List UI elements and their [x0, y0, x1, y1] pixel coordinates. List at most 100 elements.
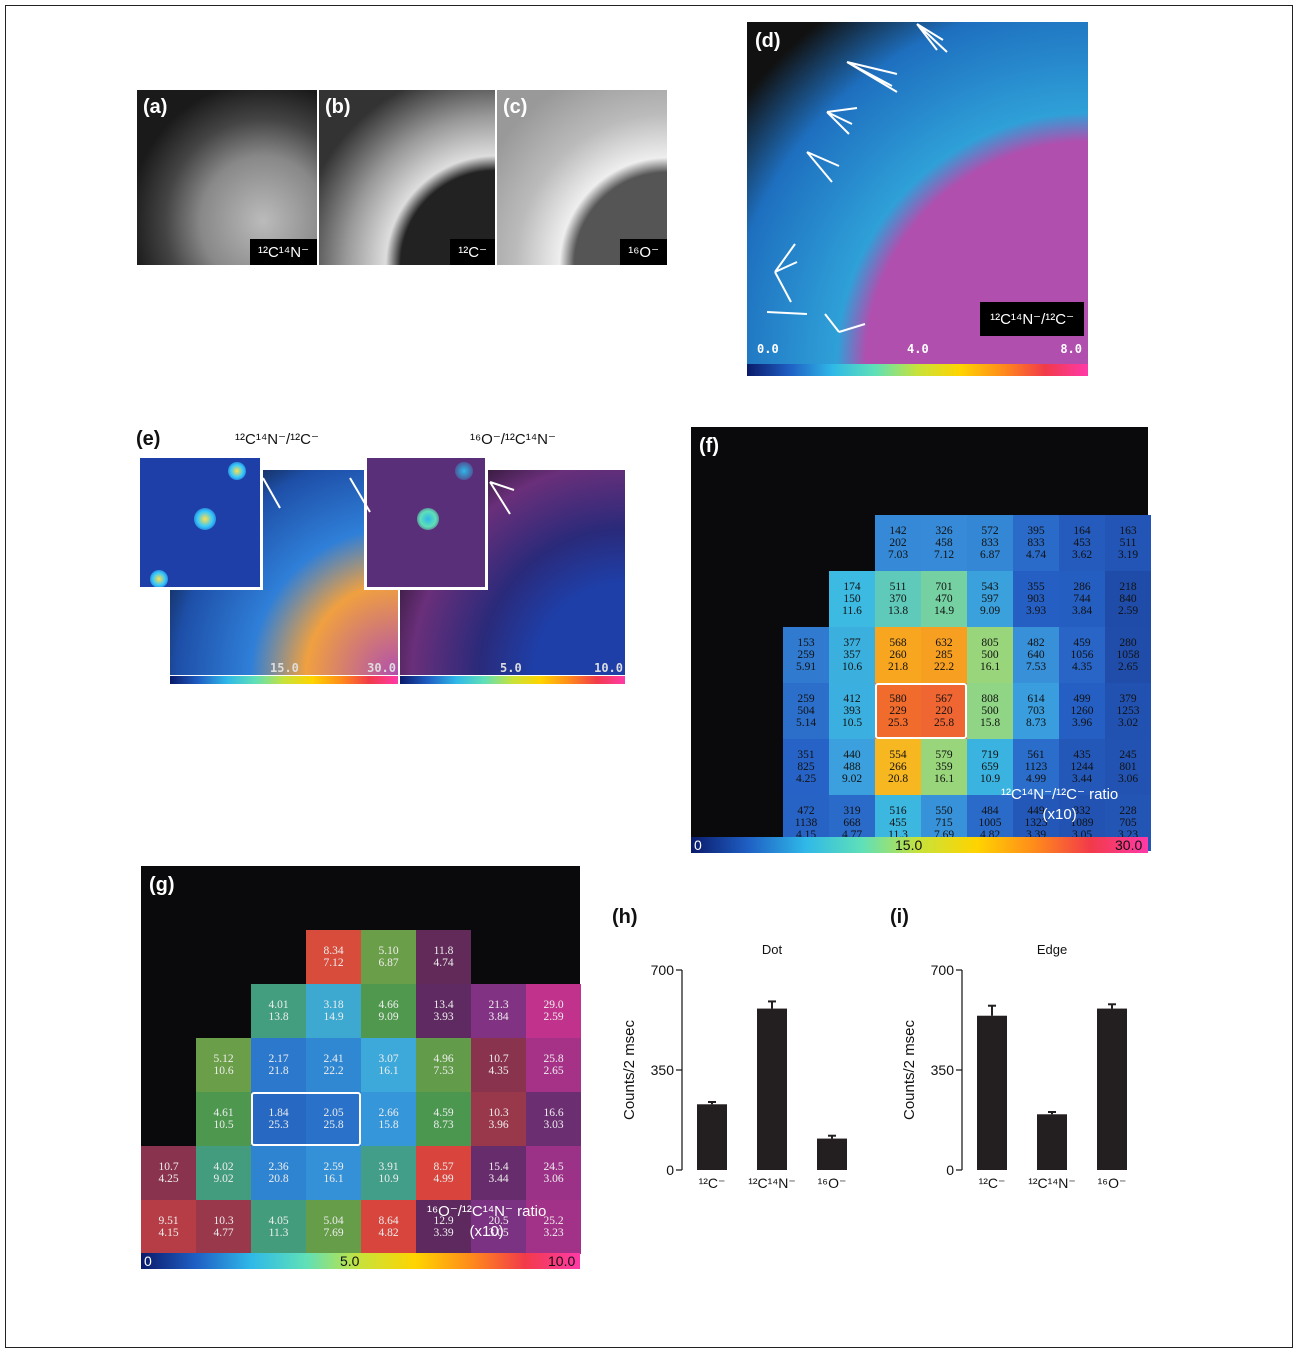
grid-cell-value: 3.02 [1117, 717, 1139, 729]
grid-cell-value: 3.06 [543, 1173, 564, 1185]
grid-cell-value: 379 [1119, 693, 1137, 705]
grid-cell-value: 164 [1073, 525, 1091, 537]
grid-cell: 543 597 9.09 [967, 571, 1013, 627]
grid-cell-value: 561 [1027, 749, 1045, 761]
grid-cell: 174 150 11.6 [829, 571, 875, 627]
grid-cell-value: 4.01 [268, 999, 289, 1011]
grid-cell-value: 7.12 [933, 549, 955, 561]
grid-cell: 351 825 4.25 [783, 739, 829, 795]
grid-cell-value: 9.09 [979, 605, 1001, 617]
grid-cell-value: 3.84 [488, 1011, 509, 1023]
grid-cell-value: 3.93 [1025, 605, 1047, 617]
grid-cell-value: 20.5 [488, 1215, 509, 1227]
panel-f-grid: (f) ¹²C¹⁴N⁻/¹²C⁻ ratio (x10) 142 202 7.03 3… [691, 427, 1151, 851]
grid-cell: 412 393 10.5 [829, 683, 875, 739]
grid-cell-value: 3.03 [543, 1119, 564, 1131]
grid-cell: 614 703 8.73 [1013, 683, 1059, 739]
panel-b-ion-label: ¹²C⁻ [450, 239, 495, 265]
panel-g-ratio-label: ¹⁶O⁻/¹²C¹⁴N⁻ ratio (x10) [427, 1202, 546, 1242]
grid-cell: 163 511 3.19 [1105, 515, 1151, 571]
grid-cell: 554 266 20.8 [875, 739, 921, 795]
grid-cell-value: 15.4 [488, 1161, 509, 1173]
selected-region-box [251, 1092, 361, 1146]
grid-cell: 4.01 13.8 [251, 984, 306, 1038]
grid-cell-value: 3.19 [1117, 549, 1139, 561]
grid-cell-value: 22.2 [323, 1065, 344, 1077]
panel-g-ratio-line1: ¹⁶O⁻/¹²C¹⁴N⁻ ratio [427, 1203, 547, 1220]
y-tick-label: 350 [931, 1062, 955, 1078]
grid-cell: 567 220 25.8 [921, 683, 967, 739]
panel-e-right-scale-mid: 5.0 [500, 661, 522, 675]
grid-cell-value: 9.02 [841, 773, 863, 785]
grid-cell-value: 4.99 [1025, 773, 1047, 785]
grid-cell-value: 744 [1073, 593, 1091, 605]
grid-cell-value: 5.04 [323, 1215, 344, 1227]
grid-cell-value: 701 [935, 581, 953, 593]
grid-cell: 280 1058 2.65 [1105, 627, 1151, 683]
chart-title: Edge [1037, 942, 1067, 957]
grid-cell: 4.05 11.3 [251, 1200, 306, 1254]
grid-cell-value: 3.93 [433, 1011, 454, 1023]
panel-g-scale-mid: 5.0 [340, 1253, 360, 1269]
grid-cell-value: 10.9 [378, 1173, 399, 1185]
grid-cell-value: 351 [797, 749, 815, 761]
grid-cell-value: 3.84 [1071, 605, 1093, 617]
grid-cell-value: 4.35 [488, 1065, 509, 1077]
grid-cell: 20.5 3.05 [471, 1200, 526, 1254]
panel-e-left-title: ¹²C¹⁴N⁻/¹²C⁻ [235, 431, 319, 448]
panel-c-image: (c) ¹⁶O⁻ [497, 90, 667, 265]
grid-cell-value: 572 [981, 525, 999, 537]
grid-cell-value: 11.6 [842, 605, 862, 617]
panel-c-ion-label: ¹⁶O⁻ [620, 239, 667, 265]
panel-h-label: (h) [612, 906, 638, 928]
grid-cell-value: 9.02 [213, 1173, 234, 1185]
grid-cell: 3.07 16.1 [361, 1038, 416, 1092]
grid-cell-value: 10.5 [213, 1119, 234, 1131]
grid-cell-value: 7.69 [323, 1227, 344, 1239]
grid-cell-value: 260 [889, 649, 907, 661]
grid-cell-value: 7.53 [433, 1065, 454, 1077]
grid-cell: 805 500 16.1 [967, 627, 1013, 683]
chart-title: Dot [762, 942, 783, 957]
grid-cell-value: 5.12 [213, 1053, 234, 1065]
grid-cell-value: 3.06 [1117, 773, 1139, 785]
grid-cell: 395 833 4.74 [1013, 515, 1059, 571]
panel-f-colorbar [691, 837, 1148, 853]
x-tick-label: ¹²C¹⁴N⁻ [1028, 1175, 1076, 1191]
panel-g-ratio-line2: (x10) [469, 1223, 504, 1240]
bar [757, 1008, 787, 1170]
grid-cell-value: 805 [981, 637, 999, 649]
grid-cell-value: 7.12 [323, 957, 344, 969]
grid-cell-value: 2.05 [323, 1107, 344, 1119]
grid-cell-value: 499 [1073, 693, 1091, 705]
grid-cell-value: 4.82 [378, 1227, 399, 1239]
panel-e-left-scale-mid: 15.0 [270, 661, 299, 675]
panel-a-ion-label: ¹²C¹⁴N⁻ [249, 239, 317, 265]
grid-cell-value: 1260 [1070, 705, 1094, 717]
grid-cell-value: 3.23 [543, 1227, 564, 1239]
bar [1037, 1114, 1067, 1170]
panel-f-scale-max: 30.0 [1115, 837, 1143, 853]
grid-cell: 218 840 2.59 [1105, 571, 1151, 627]
grid-cell-value: 2.66 [378, 1107, 399, 1119]
figure-frame [5, 5, 1293, 1348]
grid-cell-value: 229 [889, 705, 907, 717]
grid-cell: 2.17 21.8 [251, 1038, 306, 1092]
grid-cell: 2.36 20.8 [251, 1146, 306, 1200]
grid-cell-value: 377 [843, 637, 861, 649]
grid-cell: 511 370 13.8 [875, 571, 921, 627]
grid-cell-value: 16.6 [543, 1107, 564, 1119]
grid-cell-value: 458 [935, 537, 953, 549]
grid-cell-value: 9.51 [158, 1215, 179, 1227]
inset-dot [455, 462, 473, 480]
selected-region-box [875, 683, 967, 739]
panel-e-right-inset [364, 455, 488, 590]
grid-cell-value: 472 [797, 805, 815, 817]
grid-cell-value: 808 [981, 693, 999, 705]
grid-cell-value: 2.65 [1117, 661, 1139, 673]
grid-cell-value: 15.8 [979, 717, 1001, 729]
grid-cell-value: 1058 [1116, 649, 1140, 661]
grid-cell-value: 470 [935, 593, 953, 605]
grid-cell-value: 3.62 [1071, 549, 1093, 561]
grid-cell-value: 11.3 [268, 1227, 289, 1239]
